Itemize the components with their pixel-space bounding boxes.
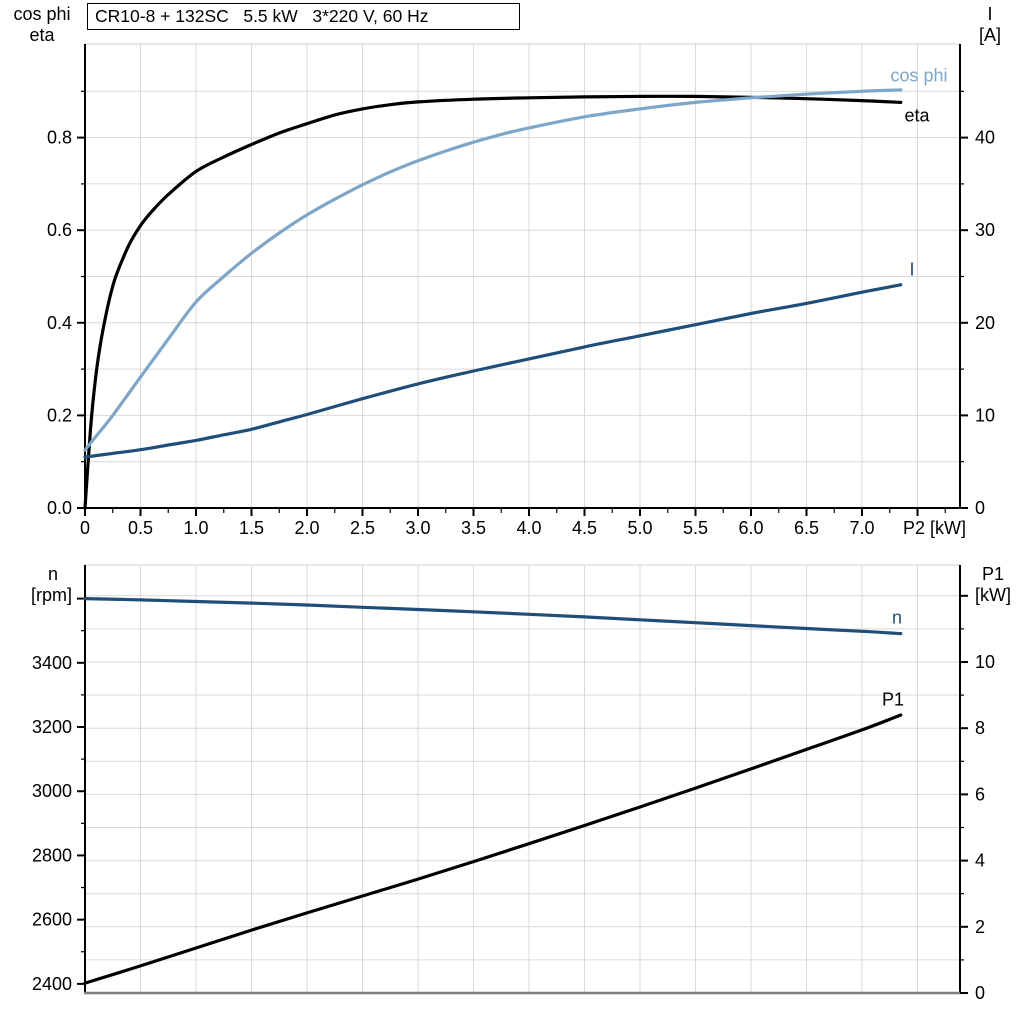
x-tick-label: 3.5 xyxy=(461,518,486,538)
curve-label-eta: eta xyxy=(904,105,930,126)
x-tick-label: 6.5 xyxy=(794,518,819,538)
x-tick-label: 3.0 xyxy=(405,518,430,538)
curve-n xyxy=(83,597,903,636)
x-tick-label: 6.0 xyxy=(738,518,763,538)
right-tick-label: 20 xyxy=(975,313,995,333)
x-axis-title: P2 [kW] xyxy=(903,518,967,538)
x-tick-label: 7.0 xyxy=(849,518,874,538)
axis-title-speed: n xyxy=(47,564,58,584)
axis-title-cos-phi: cos phi xyxy=(13,4,71,24)
left-tick-label: 0.0 xyxy=(47,498,72,518)
curve-p1 xyxy=(83,713,903,985)
right-tick-label: 0 xyxy=(975,983,985,1003)
x-tick-label: 4.5 xyxy=(572,518,597,538)
x-tick-label: 0 xyxy=(80,518,90,538)
right-tick-label: 40 xyxy=(975,128,995,148)
left-tick-label: 3000 xyxy=(32,781,72,801)
curve-label-speed: n xyxy=(891,607,903,628)
curve-eta xyxy=(83,94,903,510)
x-tick-label: 4.0 xyxy=(516,518,541,538)
right-tick-label: 0 xyxy=(975,498,985,518)
x-tick-label: 1.0 xyxy=(183,518,208,538)
axis-title-rpm-unit: [rpm] xyxy=(30,585,72,605)
left-tick-label: 2800 xyxy=(32,845,72,865)
left-axis-title-bottom-chart: n [rpm] xyxy=(4,564,72,606)
x-tick-label: 1.5 xyxy=(239,518,264,538)
left-tick-label: 3200 xyxy=(32,717,72,737)
right-tick-label: 6 xyxy=(975,784,985,804)
right-axis-title-top-chart: I [A] xyxy=(962,4,1018,46)
axis-title-ampere-unit: [A] xyxy=(978,25,1001,45)
axis-title-current: I xyxy=(987,4,993,24)
right-tick-label: 2 xyxy=(975,917,985,937)
right-tick-label: 30 xyxy=(975,220,995,240)
right-tick-label: 10 xyxy=(975,405,995,425)
curve-cos-phi xyxy=(83,88,903,452)
right-tick-label: 8 xyxy=(975,718,985,738)
chart-title-box: CR10-8 + 132SC 5.5 kW 3*220 V, 60 Hz xyxy=(87,3,520,30)
left-tick-label: 2600 xyxy=(32,910,72,930)
left-tick-label: 0.6 xyxy=(47,220,72,240)
left-tick-label: 2400 xyxy=(32,974,72,994)
x-tick-label: 0.5 xyxy=(128,518,153,538)
axis-title-power: P1 xyxy=(981,564,1005,584)
curve-label-current: I xyxy=(909,259,915,280)
x-tick-label: 2.0 xyxy=(294,518,319,538)
left-axis-title-top-chart: cos phi eta xyxy=(4,4,80,46)
axis-title-eta: eta xyxy=(29,25,55,45)
left-tick-label: 0.4 xyxy=(47,313,72,333)
right-tick-label: 10 xyxy=(975,652,995,672)
left-tick-label: 3400 xyxy=(32,653,72,673)
curve-i xyxy=(83,283,903,459)
x-tick-label: 5.0 xyxy=(627,518,652,538)
chart-title: CR10-8 + 132SC 5.5 kW 3*220 V, 60 Hz xyxy=(95,6,429,26)
left-tick-label: 0.8 xyxy=(47,128,72,148)
x-tick-label: 2.5 xyxy=(350,518,375,538)
right-axis-title-bottom-chart: P1 [kW] xyxy=(964,564,1022,606)
axis-title-kw-unit: [kW] xyxy=(975,585,1011,605)
right-tick-label: 4 xyxy=(975,851,985,871)
curve-label-power: P1 xyxy=(881,689,905,710)
curve-label-cos-phi: cos phi xyxy=(890,65,948,86)
x-tick-label: 5.5 xyxy=(683,518,708,538)
left-tick-label: 0.2 xyxy=(47,405,72,425)
